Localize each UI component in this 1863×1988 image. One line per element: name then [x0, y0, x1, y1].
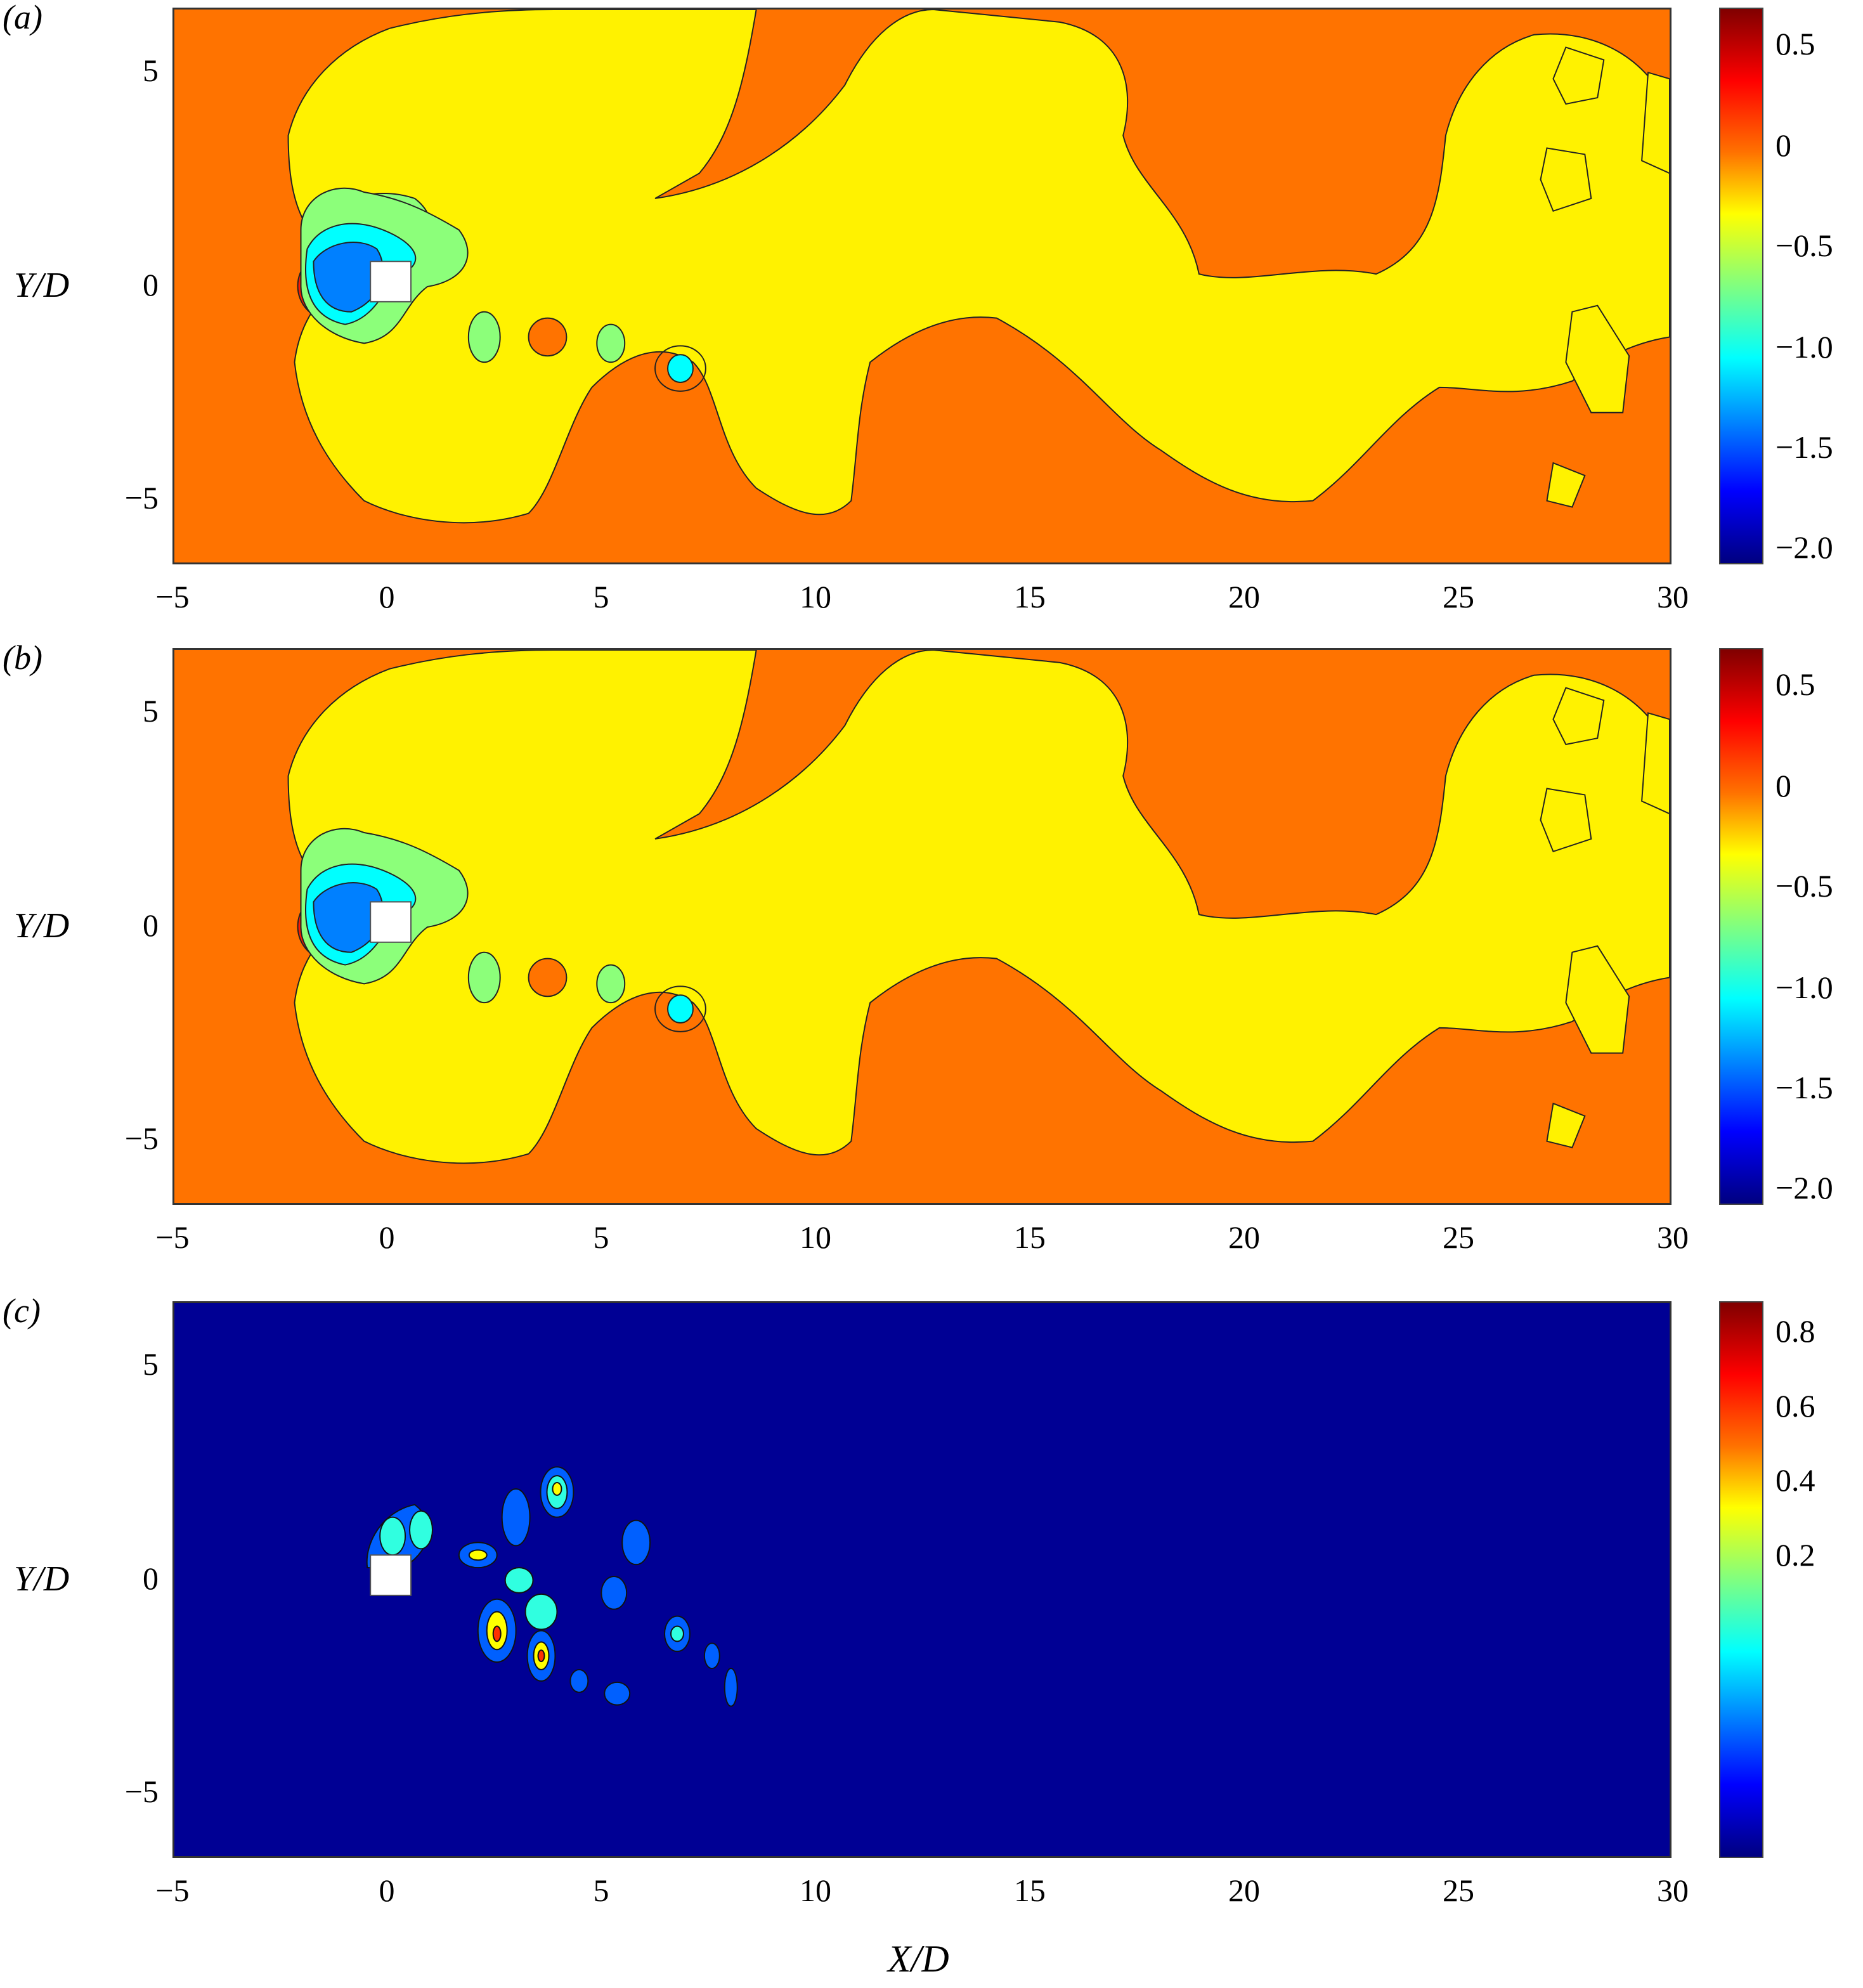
x-tick: 30: [1657, 1873, 1689, 1908]
y-tick: −5: [124, 1121, 159, 1156]
y-tick: −5: [124, 1774, 159, 1809]
colorbar-tick: −1.5: [1775, 429, 1833, 465]
colorbar-tick: 0.5: [1775, 666, 1815, 702]
x-tick: 0: [379, 1873, 395, 1908]
panel-label: (b): [3, 639, 42, 677]
panel-label: (c): [3, 1292, 41, 1330]
panel-a: (a) Y/D 5 0 −5 −5 0 5 10 15 20: [0, 0, 1863, 647]
x-tick: 0: [379, 579, 395, 614]
contour-plot: [172, 1301, 1672, 1858]
y-tick: −5: [124, 480, 159, 516]
y-axis-label: Y/D: [14, 266, 70, 305]
x-tick: 5: [593, 579, 609, 614]
colorbar-tick: 0: [1775, 768, 1791, 803]
contour-plot: [172, 8, 1672, 564]
y-tick: 5: [143, 53, 159, 88]
y-axis-label: Y/D: [14, 906, 70, 945]
colorbar-tick: 0.5: [1775, 26, 1815, 62]
y-axis-label: Y/D: [14, 1559, 70, 1599]
panel-label: (a): [3, 0, 42, 36]
y-tick: 5: [143, 693, 159, 729]
x-tick: −5: [155, 579, 190, 614]
colorbar: [1719, 648, 1763, 1205]
colorbar-tick: −1.5: [1775, 1070, 1833, 1105]
colorbar-tick: −1.0: [1775, 970, 1833, 1005]
x-tick: 30: [1657, 579, 1689, 614]
x-tick: 10: [800, 579, 831, 614]
colorbar-tick: −0.5: [1775, 868, 1833, 904]
colorbar-tick: −2.0: [1775, 529, 1833, 565]
x-tick: 25: [1443, 1219, 1474, 1255]
x-tick: 0: [379, 1219, 395, 1255]
colorbar: [1719, 1301, 1763, 1858]
colorbar-tick: −2.0: [1775, 1170, 1833, 1205]
colorbar-tick: 0.2: [1775, 1537, 1815, 1573]
x-tick: −5: [155, 1219, 190, 1255]
colorbar-tick: −1.0: [1775, 329, 1833, 365]
colorbar-tick: 0.4: [1775, 1462, 1815, 1498]
x-tick: 15: [1014, 1219, 1046, 1255]
x-tick: −5: [155, 1873, 190, 1908]
contour-field: [287, 10, 1670, 524]
colorbar-tick: 0.8: [1775, 1313, 1815, 1349]
y-tick: 5: [143, 1346, 159, 1382]
x-tick: 20: [1228, 1219, 1260, 1255]
contour-plot: [172, 648, 1672, 1205]
colorbar-tick: −0.5: [1775, 228, 1833, 263]
x-tick: 15: [1014, 579, 1046, 614]
x-tick: 10: [800, 1219, 831, 1255]
colorbar-tick: 0.6: [1775, 1388, 1815, 1424]
colorbar-tick: 0: [1775, 127, 1791, 163]
x-tick: 15: [1014, 1873, 1046, 1908]
y-tick: 0: [143, 267, 159, 302]
x-tick: 5: [593, 1873, 609, 1908]
x-axis-label: X/D: [888, 1938, 949, 1980]
panel-c: (c) Y/D 5 0 −5: [0, 1292, 1863, 1940]
contour-field: [366, 1466, 738, 1707]
x-tick: 30: [1657, 1219, 1689, 1255]
x-tick: 20: [1228, 1873, 1260, 1908]
colorbar: [1719, 8, 1763, 564]
x-tick: 5: [593, 1219, 609, 1255]
x-tick: 25: [1443, 579, 1474, 614]
y-tick: 0: [143, 1561, 159, 1596]
x-tick: 25: [1443, 1873, 1474, 1908]
x-tick: 20: [1228, 579, 1260, 614]
panel-b: (b) Y/D 5 0 −5 −5 0 5 10 15 20 25 30: [0, 639, 1863, 1287]
x-tick: 10: [800, 1873, 831, 1908]
y-tick: 0: [143, 907, 159, 943]
contour-field: [287, 650, 1670, 1164]
